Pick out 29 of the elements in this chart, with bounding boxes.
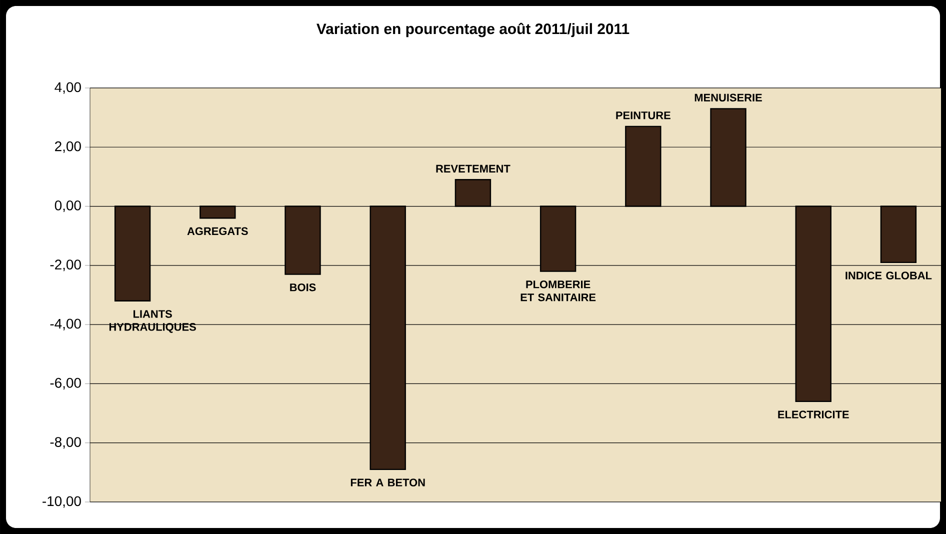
- y-tick-label: -6,00: [50, 378, 81, 390]
- bar: [200, 206, 236, 219]
- x-tick-label: LIANTS HYDRAULIQUES: [109, 310, 196, 333]
- x-tick-label: PEINTURE: [616, 112, 670, 120]
- bar: [710, 108, 746, 207]
- x-tick-label: REVETEMENT: [436, 164, 510, 172]
- bar: [454, 179, 492, 207]
- bar: [370, 206, 406, 470]
- bar: [540, 206, 576, 272]
- y-tick-label: 2,00: [55, 141, 81, 153]
- chart-title: Variation en pourcentage août 2011/juil 2011: [316, 22, 630, 38]
- bar: [114, 206, 151, 302]
- bar: [625, 126, 662, 207]
- y-tick-label: -2,00: [50, 260, 81, 272]
- x-tick-label: BOIS: [290, 283, 316, 292]
- x-tick-label: MENUISERIE: [694, 94, 762, 102]
- bar: [880, 206, 917, 264]
- x-tick-label: ELECTRICITE: [778, 410, 849, 418]
- x-tick-label: AGREGATS: [187, 227, 248, 236]
- x-tick-label: PLOMBERIE ET SANITAIRE: [520, 280, 596, 302]
- y-tick-label: -4,00: [50, 318, 81, 330]
- y-tick-label: 0,00: [54, 200, 81, 212]
- bar: [284, 206, 321, 275]
- y-tick-label: 4,00: [54, 82, 81, 94]
- x-tick-label: FER A BETON: [350, 478, 425, 486]
- y-tick-label: -8,00: [50, 437, 81, 449]
- bar: [795, 206, 832, 402]
- y-tick-label: -10,00: [42, 496, 81, 508]
- x-tick-label: INDICE GLOBAL: [846, 272, 932, 280]
